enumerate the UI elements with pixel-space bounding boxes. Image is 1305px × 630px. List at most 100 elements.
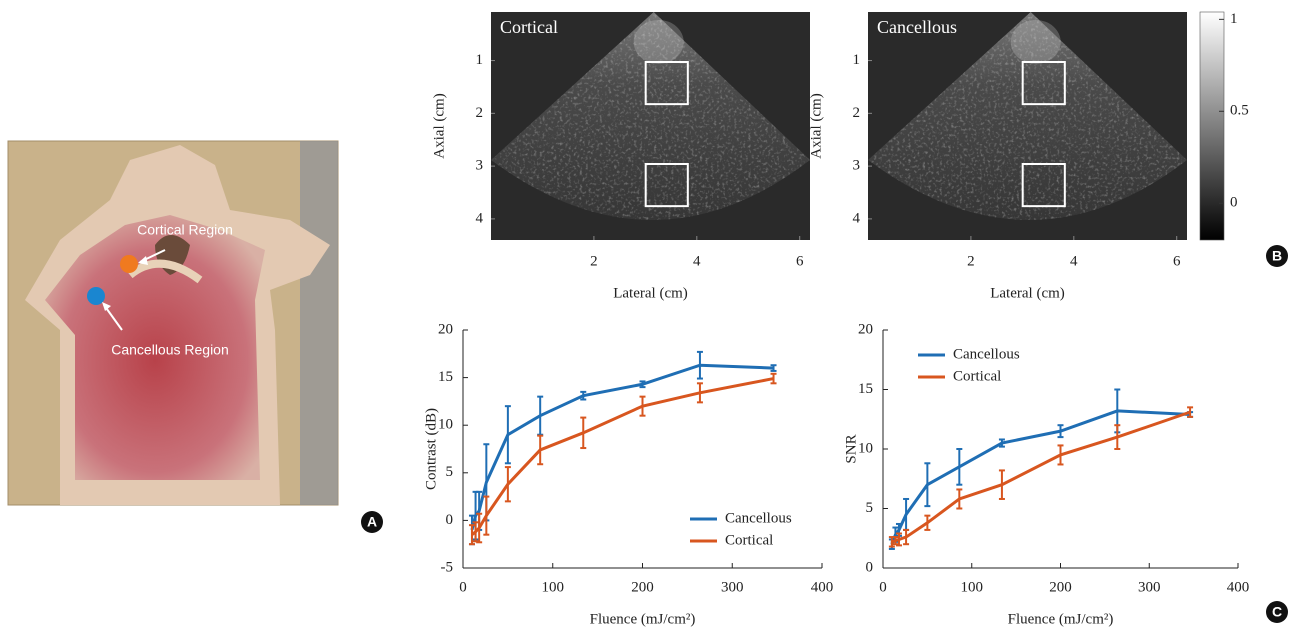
error-bar — [696, 382, 703, 404]
x-tick-label: 300 — [721, 579, 744, 595]
error-bar — [537, 434, 544, 466]
roi-box — [1021, 163, 1066, 208]
photo: Cortical Region Cancellous Region — [7, 140, 339, 506]
x-tick-label: 200 — [1049, 579, 1072, 595]
y-tick-label: 10 — [438, 417, 453, 433]
error-bar — [504, 466, 511, 503]
y-tick-label: 4 — [853, 210, 861, 226]
x-tick-label: 2 — [590, 253, 598, 269]
series-line — [891, 410, 1191, 544]
y-tick-label: 5 — [866, 500, 874, 516]
roi-box — [1021, 61, 1066, 106]
error-bar — [639, 395, 646, 417]
error-bar — [770, 372, 777, 385]
x-tick-label: 200 — [631, 579, 654, 595]
error-bar — [580, 390, 587, 401]
y-tick-label: 15 — [438, 369, 453, 385]
roi-box — [644, 163, 689, 208]
x-tick-label: 400 — [811, 579, 834, 595]
y-axis-label: SNR — [843, 434, 859, 463]
error-bar — [770, 364, 777, 372]
error-bar — [892, 536, 899, 546]
panel-label: A B C — [361, 245, 1288, 623]
roi-box — [644, 61, 689, 106]
error-bar — [1114, 424, 1121, 450]
series-line — [471, 377, 774, 536]
error-bar — [468, 524, 475, 546]
panel-letter: B — [1272, 248, 1282, 264]
x-tick-label: 6 — [796, 253, 804, 269]
colorbar-tick-label: 0 — [1230, 195, 1238, 211]
y-tick-label: 1 — [853, 52, 861, 68]
error-bar — [998, 438, 1005, 448]
panel-letter: C — [1272, 604, 1282, 620]
series-line — [470, 363, 774, 531]
x-tick-label: 4 — [1070, 253, 1078, 269]
image-title: Cancellous — [877, 17, 957, 37]
y-axis-label: Axial (cm) — [808, 93, 824, 158]
y-tick-label: 20 — [438, 321, 453, 337]
error-bar — [956, 488, 963, 510]
legend-label: Cancellous — [725, 510, 792, 526]
x-tick-label: 0 — [879, 579, 887, 595]
error-bar — [1187, 406, 1194, 418]
bright-spot — [633, 20, 684, 64]
colorbar-tick-label: 0.5 — [1230, 103, 1249, 119]
series-line — [890, 409, 1191, 545]
bright-spot — [1010, 20, 1061, 64]
ultrasound-image — [868, 12, 1187, 240]
x-tick-label: 100 — [961, 579, 984, 595]
error-bar — [580, 416, 587, 450]
photo-label: Cancellous Region — [111, 342, 229, 358]
y-tick-label: 10 — [858, 440, 873, 456]
x-tick-label: 6 — [1173, 253, 1181, 269]
x-axis-label: Fluence (mJ/cm²) — [590, 611, 696, 627]
y-tick-label: 3 — [476, 158, 484, 174]
panel-letter: A — [367, 514, 377, 530]
image-title: Cortical — [500, 17, 558, 37]
y-tick-label: 3 — [853, 158, 861, 174]
error-bar — [956, 448, 963, 486]
error-bar — [504, 405, 511, 465]
error-bar — [483, 495, 490, 536]
y-tick-label: 4 — [476, 210, 484, 226]
ultrasound-image — [491, 12, 810, 240]
legend-label: Cortical — [725, 532, 773, 548]
y-tick-label: 0 — [446, 512, 454, 528]
error-bar — [1057, 424, 1064, 439]
x-tick-label: 0 — [459, 579, 467, 595]
y-tick-label: -5 — [441, 559, 454, 575]
x-axis-label: Fluence (mJ/cm²) — [1008, 611, 1114, 627]
error-bar — [476, 512, 483, 544]
x-axis-label: Lateral (cm) — [613, 285, 688, 301]
error-bar — [696, 350, 703, 380]
error-bar — [903, 497, 910, 531]
error-bar — [639, 380, 646, 389]
error-bar — [998, 469, 1005, 500]
colorbar-tick-label: 1 — [1230, 11, 1238, 27]
x-tick-label: 100 — [542, 579, 565, 595]
y-tick-label: 15 — [858, 381, 873, 397]
y-axis-label: Axial (cm) — [431, 93, 447, 158]
y-tick-label: 2 — [476, 105, 484, 121]
y-tick-label: 2 — [853, 105, 861, 121]
photo-label: Cortical Region — [137, 222, 233, 238]
legend-label: Cancellous — [953, 346, 1020, 362]
y-tick-label: 5 — [446, 464, 454, 480]
error-bar — [924, 514, 931, 531]
x-tick-label: 2 — [967, 253, 975, 269]
error-bar — [903, 528, 910, 546]
x-tick-label: 4 — [693, 253, 701, 269]
y-axis-label: Contrast (dB) — [423, 408, 439, 490]
y-tick-label: 1 — [476, 52, 484, 68]
error-bar — [924, 462, 931, 508]
error-bar — [1057, 444, 1064, 466]
y-tick-label: 0 — [866, 559, 874, 575]
legend-label: Cortical — [953, 368, 1001, 384]
colorbar — [1199, 11, 1225, 241]
error-bar — [895, 532, 902, 547]
x-axis-label: Lateral (cm) — [990, 285, 1065, 301]
x-tick-label: 300 — [1138, 579, 1161, 595]
x-tick-label: 400 — [1227, 579, 1250, 595]
